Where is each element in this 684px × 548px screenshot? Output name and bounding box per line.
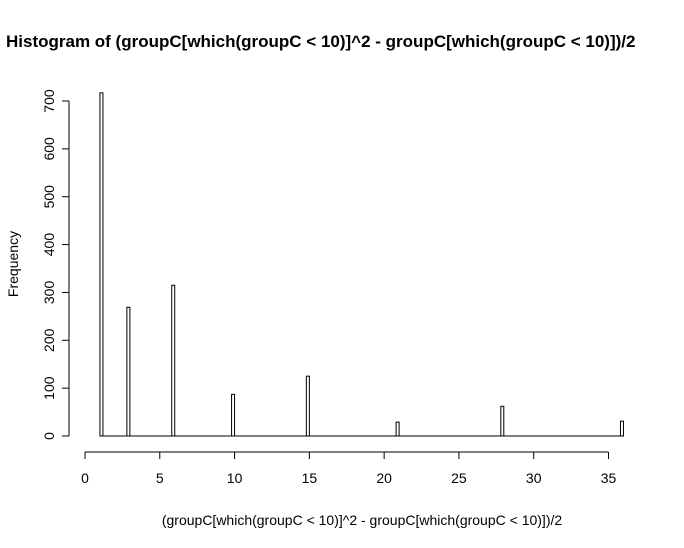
- x-tick-label: 35: [601, 470, 617, 486]
- y-tick-label: 700: [41, 89, 57, 113]
- x-axis-label: (groupC[which(groupC < 10)]^2 - groupC[w…: [162, 512, 563, 528]
- y-tick-label: 0: [41, 432, 57, 440]
- x-tick-label: 10: [227, 470, 243, 486]
- x-tick-label: 25: [451, 470, 467, 486]
- histogram-bar: [126, 306, 131, 437]
- histogram-bars: [99, 92, 624, 437]
- histogram-bar: [171, 284, 176, 437]
- histogram-bar: [395, 421, 400, 437]
- histogram-bar: [619, 420, 624, 437]
- y-tick-label: 400: [41, 233, 57, 257]
- y-tick-label: 600: [41, 137, 57, 161]
- histogram-bar: [99, 92, 104, 437]
- x-tick-label: 0: [81, 470, 89, 486]
- x-tick-label: 15: [302, 470, 318, 486]
- y-tick-label: 300: [41, 281, 57, 305]
- histogram-bar: [305, 375, 310, 437]
- chart-title: Histogram of (groupC[which(groupC < 10)]…: [6, 32, 635, 51]
- y-tick-label: 500: [41, 185, 57, 209]
- y-axis: 0 100 200 300 400 500 600 700: [41, 89, 70, 440]
- x-axis: 0 5 10 15 20 25 30 35: [81, 451, 617, 486]
- y-tick-label: 200: [41, 328, 57, 352]
- x-tick-label: 20: [376, 470, 392, 486]
- x-tick-label: 5: [156, 470, 164, 486]
- histogram-bar: [500, 405, 505, 437]
- y-axis-label: Frequency: [5, 231, 21, 297]
- x-tick-label: 30: [526, 470, 542, 486]
- histogram-bar: [231, 393, 236, 437]
- y-tick-label: 100: [41, 376, 57, 400]
